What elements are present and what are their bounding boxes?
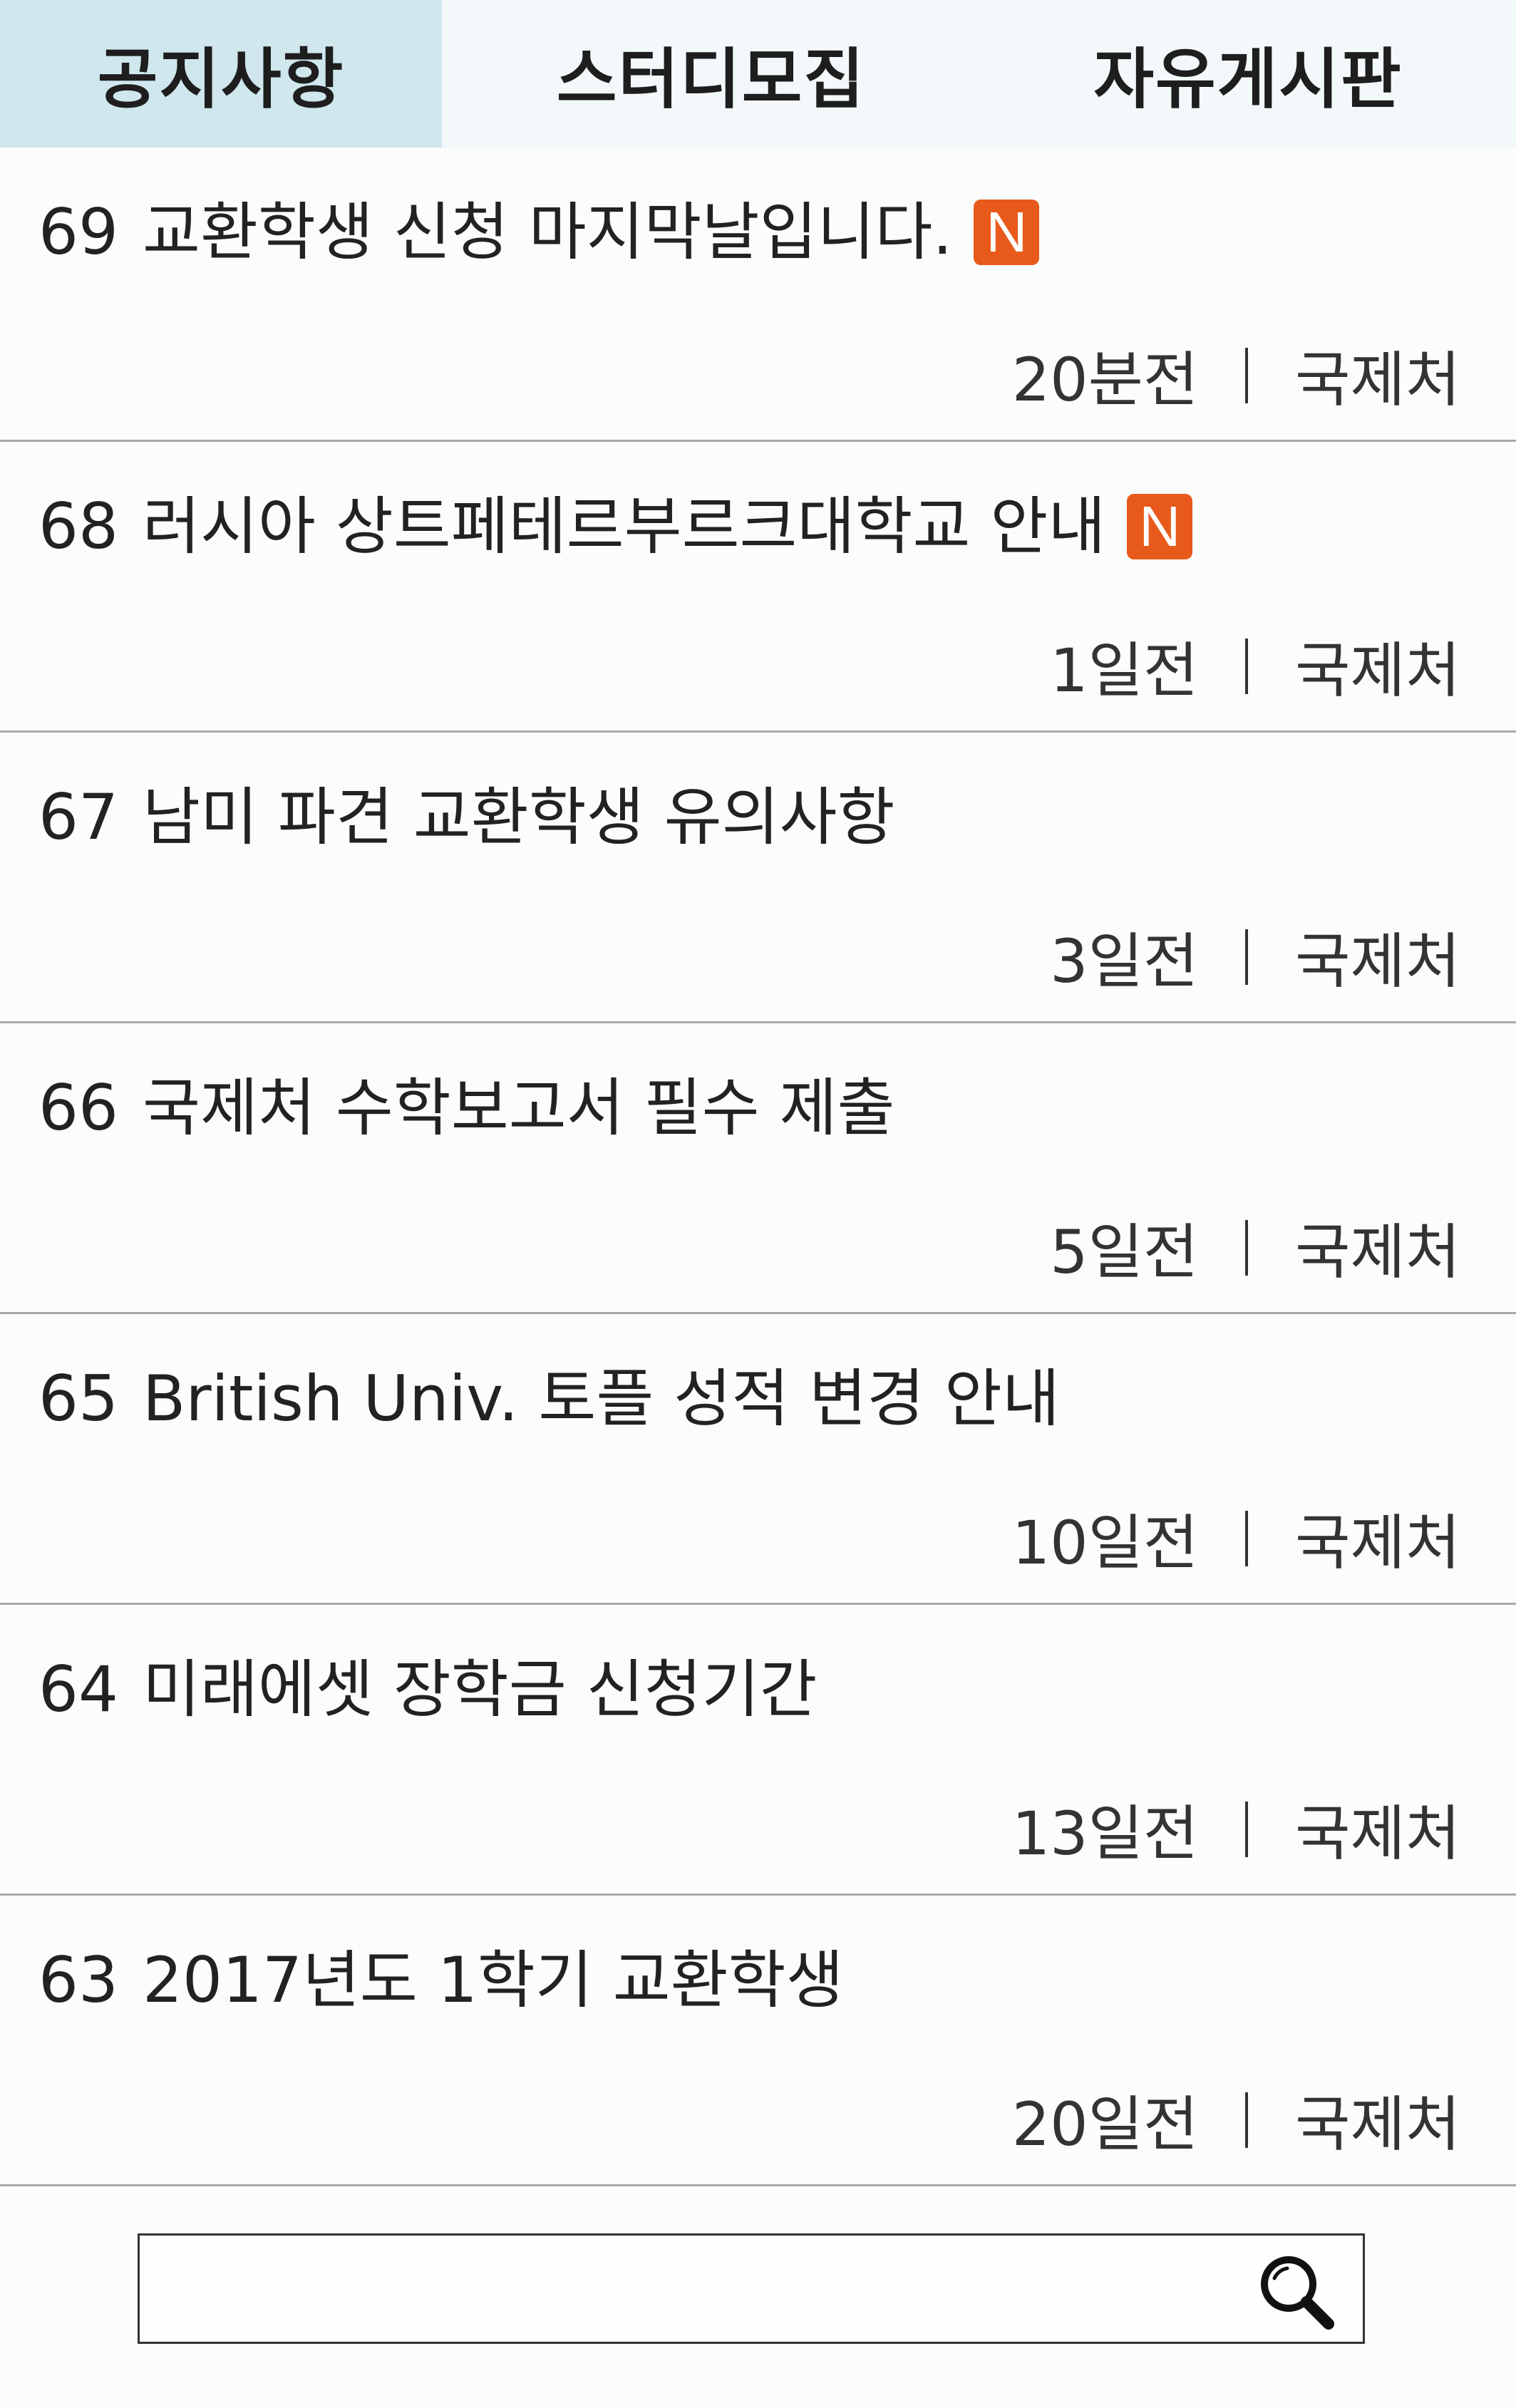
notice-meta: 1일전 국제처: [1050, 623, 1460, 709]
meta-divider: [1245, 347, 1249, 403]
notice-meta: 20일전 국제처: [1012, 2077, 1460, 2163]
meta-divider: [1245, 2092, 1249, 2148]
notice-title: 65 British Univ. 토플 성적 변경 안내: [38, 1360, 1060, 1438]
notice-number: 66: [38, 1071, 118, 1144]
tab-free-board[interactable]: 자유게시판: [980, 0, 1516, 148]
list-item[interactable]: 65 British Univ. 토플 성적 변경 안내 10일전 국제처: [0, 1314, 1516, 1605]
notice-number: 64: [38, 1653, 118, 1726]
notice-meta: 10일전 국제처: [1012, 1495, 1460, 1581]
meta-divider: [1245, 1510, 1249, 1566]
notice-time: 1일전: [1050, 636, 1199, 706]
list-item[interactable]: 67 남미 파견 교환학생 유의사항 3일전 국제처: [0, 733, 1516, 1023]
notice-author: 국제처: [1295, 1508, 1460, 1578]
notice-title-text: British Univ. 토플 성적 변경 안내: [142, 1362, 1060, 1435]
meta-divider: [1245, 929, 1249, 985]
notice-time: 20일전: [1011, 2089, 1199, 2159]
notice-author: 국제처: [1295, 1799, 1460, 1869]
search-bar: [138, 2233, 1365, 2344]
notice-meta: 3일전 국제처: [1050, 914, 1460, 1000]
list-item[interactable]: 64 미래에셋 장학금 신청기간 13일전 국제처: [0, 1605, 1516, 1896]
notice-number: 68: [38, 490, 118, 563]
notice-title-text: 국제처 수학보고서 필수 제출: [142, 1071, 895, 1144]
notice-number: 65: [38, 1362, 118, 1435]
list-item[interactable]: 66 국제처 수학보고서 필수 제출 5일전 국제처: [0, 1023, 1516, 1314]
notice-title-text: 미래에셋 장학금 신청기간: [142, 1653, 818, 1726]
notice-author: 국제처: [1295, 345, 1460, 415]
list-item[interactable]: 69 교환학생 신청 마지막날입니다. N 20분전 국제처: [0, 148, 1516, 442]
tab-bar: 공지사항 스터디모집 자유게시판: [0, 0, 1516, 148]
notice-title: 64 미래에셋 장학금 신청기간: [38, 1650, 818, 1729]
notice-title: 66 국제처 수학보고서 필수 제출: [38, 1069, 894, 1147]
notice-title-text: 교환학생 신청 마지막날입니다.: [142, 195, 953, 269]
notice-title: 63 2017년도 1학기 교환학생: [38, 1941, 844, 2020]
notice-meta: 13일전 국제처: [1012, 1786, 1460, 1872]
notice-author: 국제처: [1295, 636, 1460, 706]
meta-divider: [1245, 1219, 1249, 1276]
new-badge: N: [974, 200, 1040, 265]
notice-meta: 5일전 국제처: [1050, 1204, 1460, 1291]
notice-time: 20분전: [1011, 345, 1199, 415]
notice-author: 국제처: [1295, 926, 1460, 996]
notice-author: 국제처: [1295, 2089, 1460, 2159]
notice-title: 68 러시아 상트페테르부르크대학교 안내 N: [38, 487, 1193, 566]
notice-time: 13일전: [1011, 1799, 1199, 1869]
new-badge: N: [1127, 494, 1193, 559]
list-item[interactable]: 68 러시아 상트페테르부르크대학교 안내 N 1일전 국제처: [0, 442, 1516, 733]
search-input[interactable]: [154, 2243, 1252, 2335]
notice-time: 5일전: [1050, 1217, 1199, 1287]
notice-meta: 20분전 국제처: [1012, 332, 1460, 418]
list-item[interactable]: 63 2017년도 1학기 교환학생 20일전 국제처: [0, 1896, 1516, 2186]
notice-number: 63: [38, 1943, 118, 2017]
notice-time: 3일전: [1050, 926, 1199, 996]
meta-divider: [1245, 1801, 1249, 1857]
notice-title-text: 남미 파견 교환학생 유의사항: [142, 780, 895, 854]
notice-time: 10일전: [1011, 1508, 1199, 1578]
notice-number: 67: [38, 780, 118, 854]
notice-list: 69 교환학생 신청 마지막날입니다. N 20분전 국제처 68 러시아 상트…: [0, 148, 1516, 2186]
notice-title: 67 남미 파견 교환학생 유의사항: [38, 778, 894, 857]
search-icon[interactable]: [1253, 2248, 1339, 2334]
notice-author: 국제처: [1295, 1217, 1460, 1287]
notice-title: 69 교환학생 신청 마지막날입니다. N: [38, 193, 1040, 272]
tab-notices[interactable]: 공지사항: [0, 0, 442, 148]
meta-divider: [1245, 638, 1249, 694]
notice-number: 69: [38, 195, 118, 269]
notice-title-text: 러시아 상트페테르부르크대학교 안내: [142, 490, 1106, 563]
tab-study-recruit[interactable]: 스터디모집: [442, 0, 980, 148]
notice-title-text: 2017년도 1학기 교환학생: [142, 1943, 844, 2017]
